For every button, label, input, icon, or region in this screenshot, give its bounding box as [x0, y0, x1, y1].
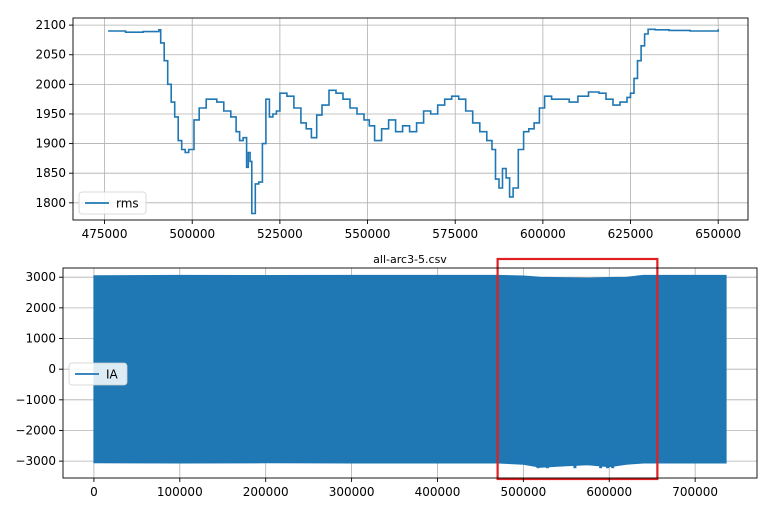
axes-frame — [62, 267, 758, 479]
y-tick-label: −3000 — [15, 454, 56, 468]
series-line-rms — [108, 28, 719, 215]
series-dip — [611, 462, 615, 469]
series-dip — [606, 462, 610, 469]
legend-label: IA — [106, 368, 119, 382]
plot-area — [73, 18, 748, 220]
x-tick-label: 500000 — [169, 227, 215, 241]
x-tick-label: 0 — [90, 485, 98, 499]
legend: IA — [68, 362, 128, 386]
x-tick-label: 700000 — [672, 485, 718, 499]
x-tick-label: 300000 — [329, 485, 375, 499]
x-tick-label: 550000 — [345, 227, 391, 241]
x-tick-label: 100000 — [157, 485, 203, 499]
series-dip — [573, 462, 577, 469]
series-band-ia — [93, 274, 727, 468]
series-dip — [545, 462, 549, 469]
y-tick-label: 1950 — [35, 107, 66, 121]
x-tick-label: 575000 — [432, 227, 478, 241]
x-tick-label: 500000 — [500, 485, 546, 499]
y-tick-label: 2100 — [35, 18, 66, 32]
y-tick-label: 3000 — [25, 270, 56, 284]
legend: rms — [78, 191, 147, 215]
x-tick-label: 400000 — [415, 485, 461, 499]
axes-frame — [72, 17, 749, 221]
series-dip — [599, 462, 603, 469]
x-tick-label: 200000 — [243, 485, 289, 499]
highlight-rectangle — [496, 257, 659, 481]
chart-2: 0 100000 200000 300000 400000 500000 600000 700… — [15, 253, 758, 499]
x-tick-label: 475000 — [82, 227, 128, 241]
y-tick-label: 2050 — [35, 48, 66, 62]
y-tick-label: −2000 — [15, 423, 56, 437]
y-tick-label: 2000 — [35, 77, 66, 91]
y-tick-label: 1000 — [25, 332, 56, 346]
legend-label: rms — [116, 197, 139, 211]
y-tick-label: 2000 — [25, 301, 56, 315]
x-tick-label: 625000 — [608, 227, 654, 241]
legend-box — [78, 191, 147, 215]
series-dip — [536, 462, 540, 469]
y-tick-label: 1800 — [35, 196, 66, 210]
chart-title: all-arc3-5.csv — [373, 253, 447, 266]
y-tick-label: 0 — [48, 362, 56, 376]
chart-1: 475000 500000 525000 550000 575000 600000 6250… — [35, 17, 749, 241]
x-tick-label: 650000 — [695, 227, 741, 241]
y-tick-label: 1850 — [35, 166, 66, 180]
x-tick-label: 600000 — [586, 485, 632, 499]
x-tick-label: 525000 — [257, 227, 303, 241]
x-tick-label: 600000 — [520, 227, 566, 241]
y-tick-label: −1000 — [15, 393, 56, 407]
y-tick-label: 1900 — [35, 137, 66, 151]
